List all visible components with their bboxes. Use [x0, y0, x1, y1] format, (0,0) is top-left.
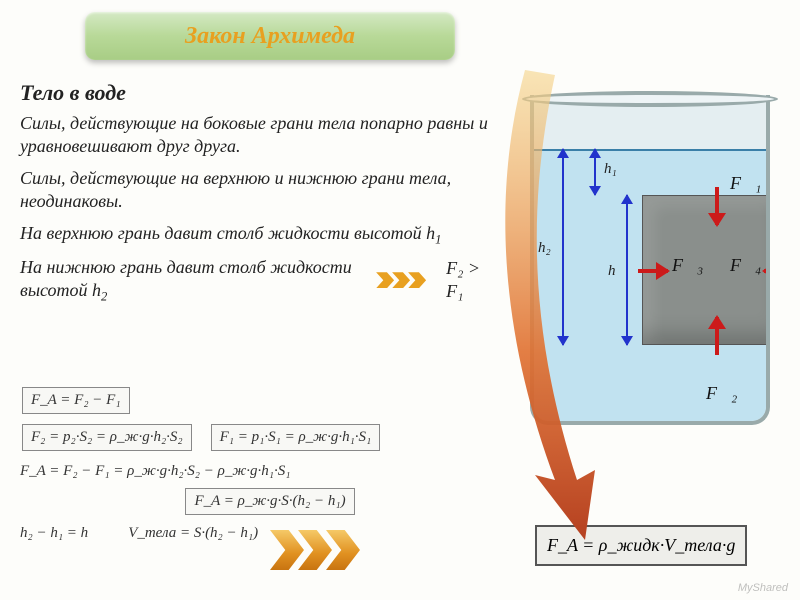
formula-h-diff: h₂ − h₁ = h [20, 525, 88, 542]
dim-h [626, 195, 628, 345]
label-f2: F⃗₂ [706, 383, 737, 404]
formula-f1: F₁ = p₁·S₁ = ρ_ж·g·h₁·S₁ [211, 424, 381, 451]
label-f4: F⃗₄ [730, 255, 761, 276]
formula-fa-expanded: F_A = F₂ − F₁ = ρ_ж·g·h₂·S₂ − ρ_ж·g·h₁·S… [20, 463, 290, 479]
implies-result: F₂ > F₁ [446, 257, 490, 304]
formula-v-body: V_тела = S·(h₂ − h₁) [128, 525, 258, 542]
paragraph-2: Силы, действующие на верхнюю и нижнюю гр… [20, 167, 490, 214]
paragraph-4: На нижнюю грань давит столб жидкости выс… [20, 256, 490, 305]
implies-icon [376, 272, 424, 288]
label-h: h [608, 263, 616, 280]
page-title: Закон Архимеда [185, 23, 355, 50]
watermark: MyShared [738, 582, 788, 594]
formula-column: F_A = F₂ − F₁ F₂ = p₂·S₂ = ρ_ж·g·h₂·S₂ F… [20, 385, 520, 548]
paragraph-3: На верхнюю грань давит столб жидкости вы… [20, 222, 490, 248]
text-column: Тело в воде Силы, действующие на боковые… [20, 80, 490, 313]
formula-f2: F₂ = p₂·S₂ = ρ_ж·g·h₂·S₂ [22, 424, 192, 451]
paragraph-1: Силы, действующие на боковые грани тела … [20, 112, 490, 159]
label-f1: F⃗₁ [730, 173, 761, 194]
formula-fa-s: F_A = ρ_ж·g·S·(h₂ − h₁) [185, 488, 354, 515]
label-h1: h₁ [604, 161, 617, 178]
force-f4-arrow [764, 262, 770, 280]
beaker: h₁ h₂ h F⃗₁ F⃗₂ F⃗₃ F⃗₄ [530, 95, 770, 425]
force-f2-arrow [708, 317, 726, 355]
label-f3: F⃗₃ [672, 255, 703, 276]
formula-fa-diff: F_A = F₂ − F₁ [22, 387, 130, 414]
dim-h2 [562, 149, 564, 345]
label-h2: h₂ [538, 240, 551, 257]
force-f1-arrow [708, 187, 726, 225]
force-f3-arrow [638, 262, 668, 280]
beaker-rim [522, 91, 778, 107]
result-formula-box: F_A = ρ_жидк·V_тела·g [535, 525, 747, 566]
title-banner: Закон Архимеда [85, 12, 455, 60]
result-formula: F_A = ρ_жидк·V_тела·g [547, 535, 735, 555]
big-chevrons-icon [270, 530, 354, 570]
dim-h1 [594, 149, 596, 195]
diagram: h₁ h₂ h F⃗₁ F⃗₂ F⃗₃ F⃗₄ [500, 95, 780, 465]
subtitle: Тело в воде [20, 80, 490, 106]
